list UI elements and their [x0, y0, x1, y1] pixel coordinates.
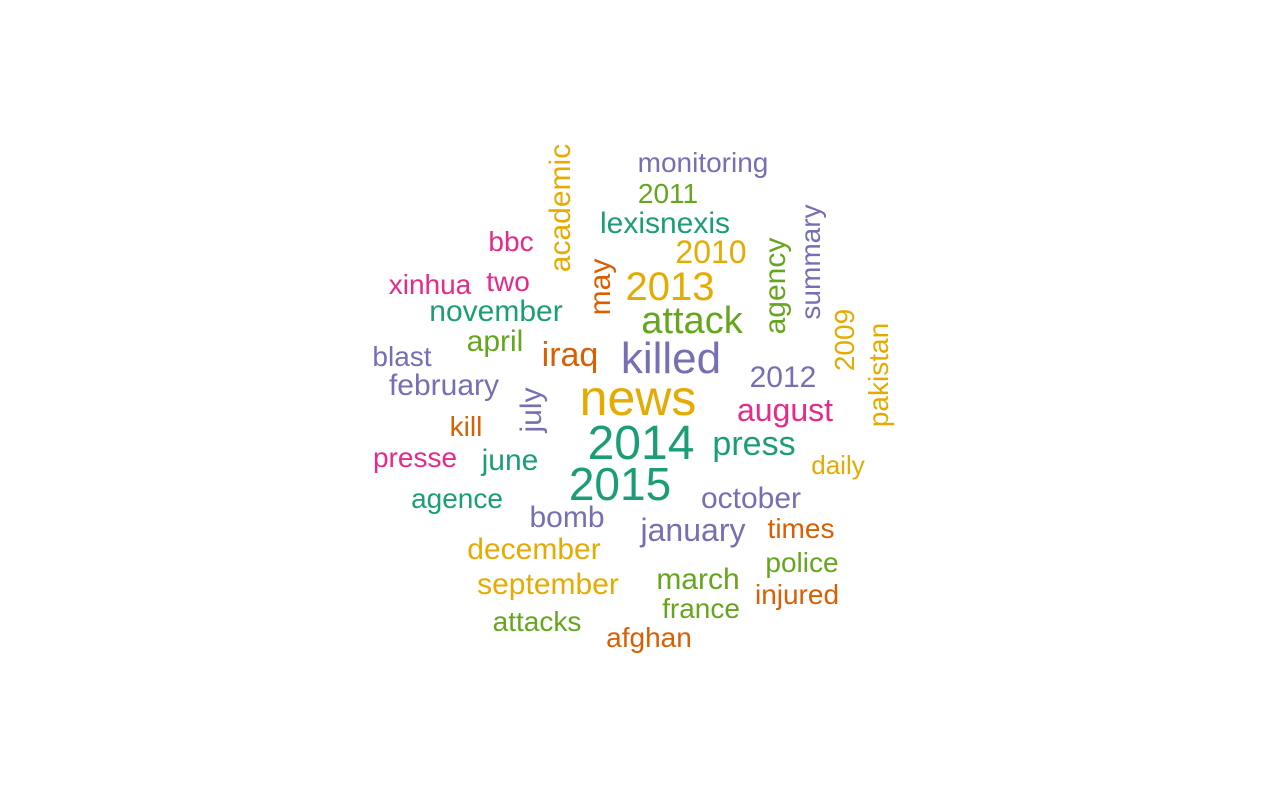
- word-press: press: [712, 425, 796, 463]
- word-august: august: [736, 392, 834, 428]
- word-attack: attack: [641, 300, 743, 342]
- word-june: june: [481, 444, 539, 477]
- word-daily: daily: [811, 450, 865, 480]
- word-blast: blast: [372, 341, 432, 372]
- word-injured: injured: [754, 579, 840, 610]
- word-kill: kill: [449, 411, 483, 442]
- word-killed: killed: [620, 334, 722, 383]
- word-september: september: [477, 568, 619, 601]
- word-2014: 2014: [587, 417, 695, 470]
- word-agence: agence: [411, 483, 503, 514]
- word-2009: 2009: [829, 308, 860, 372]
- word-iraq: iraq: [541, 336, 599, 374]
- word-presse: presse: [372, 442, 458, 473]
- word-afghan: afghan: [606, 622, 692, 653]
- word-times: times: [767, 513, 835, 544]
- word-agency: agency: [759, 237, 792, 335]
- word-summary: summary: [795, 204, 826, 320]
- word-attacks: attacks: [492, 606, 582, 637]
- word-bbc: bbc: [488, 226, 534, 257]
- word-july: july: [515, 387, 548, 433]
- word-two: two: [486, 266, 530, 297]
- word-academic: academic: [544, 143, 577, 273]
- word-march: march: [656, 563, 740, 596]
- word-may: may: [584, 258, 617, 316]
- word-october: october: [700, 482, 802, 515]
- word-april: april: [466, 325, 524, 358]
- word-france: france: [662, 593, 740, 624]
- word-2011: 2011: [637, 178, 699, 209]
- word-february: february: [388, 369, 500, 402]
- word-news: news: [579, 370, 697, 426]
- word-january: january: [640, 512, 746, 548]
- word-lexisnexis: lexisnexis: [599, 207, 731, 240]
- word-bomb: bomb: [529, 501, 605, 534]
- word-police: police: [765, 547, 839, 578]
- word-monitoring: monitoring: [637, 147, 769, 178]
- word-2012: 2012: [749, 361, 817, 394]
- word-2010: 2010: [675, 234, 747, 270]
- word-pakistan: pakistan: [863, 322, 894, 428]
- word-2013: 2013: [625, 265, 715, 309]
- word-xinhua: xinhua: [388, 269, 472, 300]
- word-november: november: [429, 295, 563, 328]
- word-2015: 2015: [568, 458, 672, 510]
- word-december: december: [467, 533, 601, 566]
